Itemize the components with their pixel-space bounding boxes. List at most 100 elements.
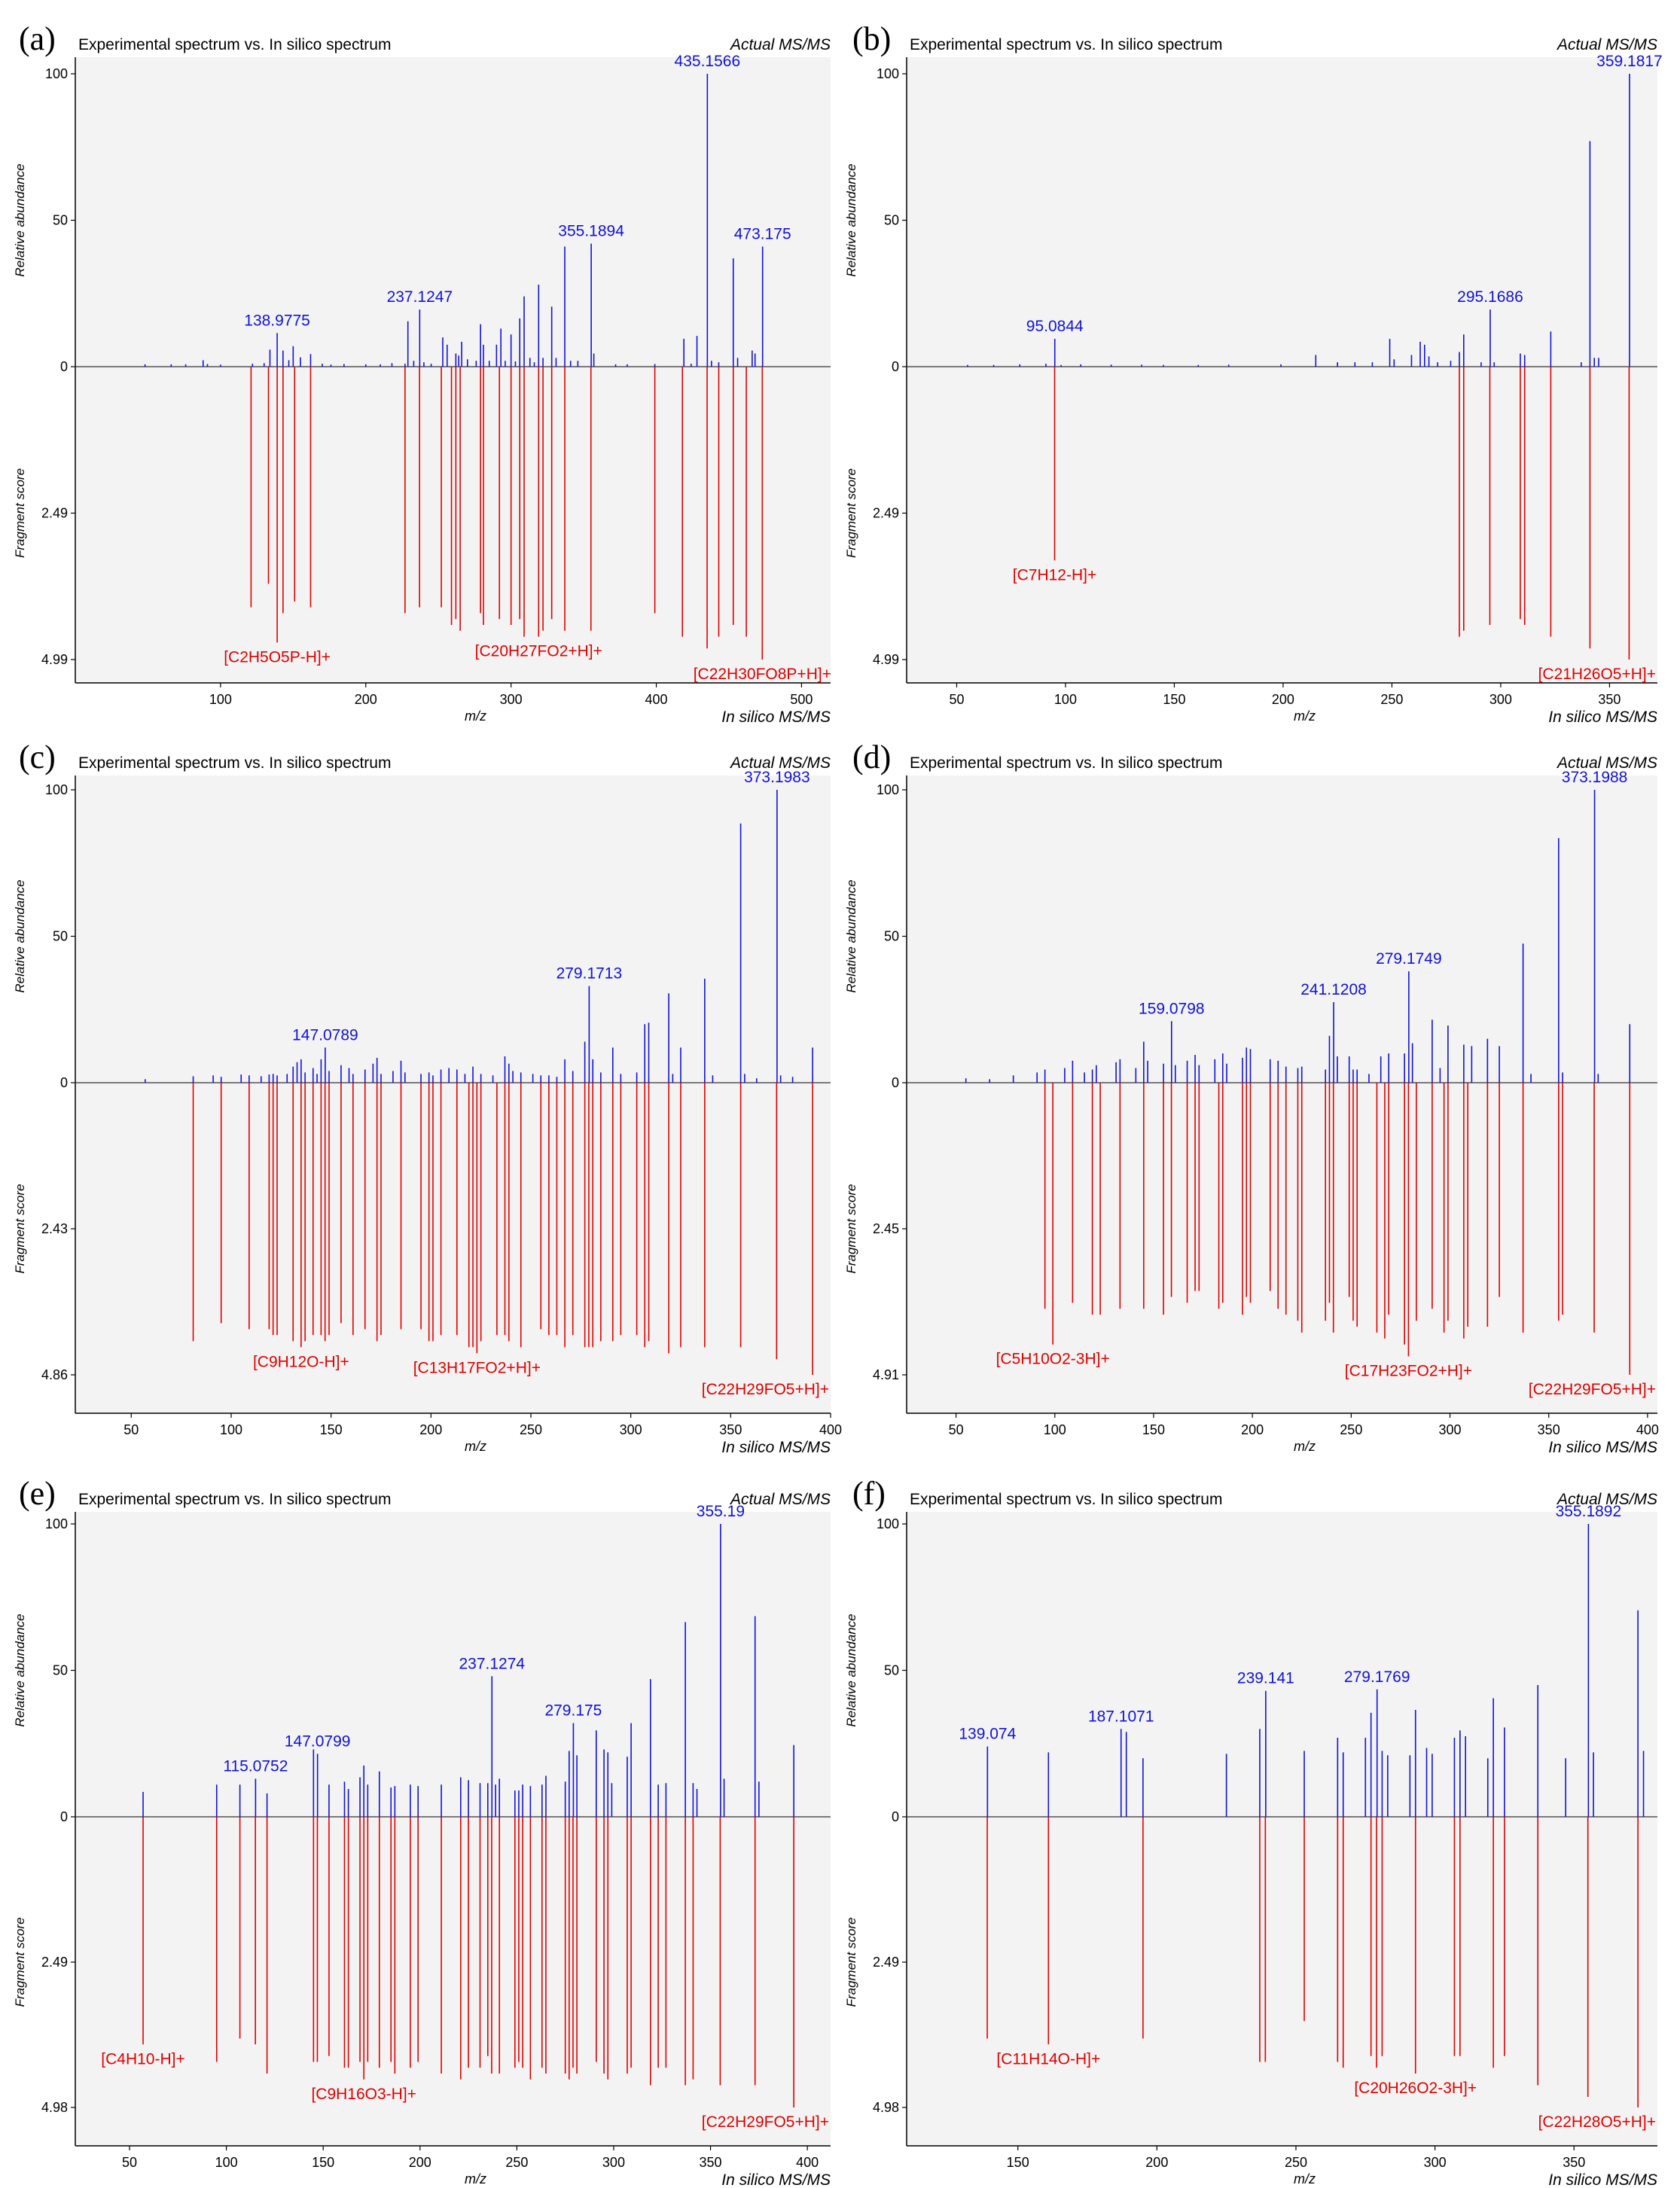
x-tick-label: 250 (505, 2155, 528, 2170)
y-axis-label-top: Relative abundance (844, 163, 858, 276)
y-tick-label: 0 (60, 1075, 68, 1090)
y-tick-label: 0 (60, 359, 68, 374)
y-tick-label: 2.49 (41, 1955, 68, 1970)
peak-mz-label: 359.1817 (1596, 53, 1663, 70)
fragment-formula-label: [C20H27FO2+H]+ (475, 643, 602, 660)
peak-mz-label: 279.1769 (1344, 1668, 1410, 1686)
fragment-formula-label: [C21H26O5+H]+ (1538, 666, 1656, 683)
y-tick-label: 2.49 (873, 1955, 899, 1970)
plot-area (75, 57, 831, 683)
x-tick-label: 300 (1489, 692, 1512, 707)
y-tick-label: 2.45 (873, 1221, 899, 1236)
y-axis-label-bottom: Fragment score (13, 468, 27, 558)
peak-mz-label: 473.175 (734, 226, 791, 243)
x-tick-label: 400 (1636, 1422, 1659, 1437)
fragment-formula-label: [C9H16O3-H]+ (311, 2086, 416, 2103)
y-tick-label: 4.86 (41, 1367, 68, 1382)
x-tick-label: 400 (645, 692, 668, 707)
peak-mz-label: 355.19 (697, 1503, 745, 1520)
actual-msms-label: Actual MS/MS (729, 36, 831, 53)
y-axis-label-bottom: Fragment score (13, 1917, 27, 2007)
x-tick-label: 50 (123, 1422, 139, 1437)
fragment-formula-label: [C22H30FO8P+H]+ (694, 666, 831, 683)
peak-mz-label: 355.1894 (558, 223, 624, 240)
fragment-formula-label: [C11H14O-H]+ (996, 2050, 1100, 2068)
x-tick-label: 350 (1598, 692, 1621, 707)
peak-mz-label: 237.1274 (459, 1655, 525, 1672)
peak-mz-label: 355.1892 (1556, 1503, 1622, 1520)
y-tick-label: 50 (53, 1663, 68, 1678)
peak-mz-label: 138.9775 (244, 312, 310, 329)
fragment-formula-label: [C5H10O2-3H]+ (996, 1351, 1110, 1368)
fragment-formula-label: [C9H12O-H]+ (253, 1353, 349, 1370)
x-tick-label: 100 (1044, 1422, 1066, 1437)
y-axis-label-bottom: Fragment score (844, 1917, 858, 2007)
x-tick-label: 100 (209, 692, 232, 707)
actual-msms-label: Actual MS/MS (1556, 36, 1657, 53)
panel-a: (a) Experimental spectrum vs. In silico s… (13, 20, 831, 726)
y-tick-label: 100 (877, 66, 899, 81)
x-axis-label: m/z (465, 709, 486, 724)
peak-mz-label: 241.1208 (1300, 981, 1367, 998)
x-tick-label: 250 (520, 1422, 542, 1437)
y-tick-label: 100 (45, 1516, 68, 1531)
x-tick-label: 500 (790, 692, 813, 707)
insilico-msms-label: In silico MS/MS (721, 2171, 831, 2188)
fragment-formula-label: [C2H5O5P-H]+ (224, 648, 331, 666)
peak-mz-label: 139.074 (959, 1726, 1016, 1743)
y-tick-label: 4.91 (873, 1367, 899, 1382)
insilico-msms-label: In silico MS/MS (721, 1439, 831, 1456)
panel-b: (b) Experimental spectrum vs. In silico s… (844, 20, 1663, 726)
plot-area (907, 1512, 1657, 2146)
panel-title: Experimental spectrum vs. In silico spec… (78, 36, 391, 53)
x-tick-label: 100 (1054, 692, 1077, 707)
insilico-msms-label: In silico MS/MS (721, 709, 831, 726)
y-tick-label: 50 (884, 929, 899, 944)
x-tick-label: 200 (355, 692, 377, 707)
panel-title: Experimental spectrum vs. In silico spec… (910, 754, 1222, 772)
y-tick-label: 50 (53, 929, 68, 944)
x-axis-label: m/z (465, 1439, 486, 1454)
x-tick-label: 200 (419, 1422, 442, 1437)
panel-title: Experimental spectrum vs. In silico spec… (910, 1491, 1222, 1508)
panel-e: (e) Experimental spectrum vs. In silico s… (13, 1475, 831, 2188)
x-tick-label: 200 (409, 2155, 431, 2170)
x-tick-label: 150 (1163, 692, 1185, 707)
x-axis-label: m/z (1294, 2171, 1316, 2186)
x-tick-label: 350 (1538, 1422, 1560, 1437)
x-tick-label: 400 (819, 1422, 842, 1437)
x-tick-label: 300 (1438, 1422, 1461, 1437)
y-tick-label: 50 (884, 213, 899, 228)
peak-mz-label: 279.175 (544, 1702, 602, 1720)
y-tick-label: 2.49 (873, 506, 899, 521)
x-tick-label: 250 (1340, 1422, 1362, 1437)
x-tick-label: 150 (320, 1422, 343, 1437)
y-axis-label-top: Relative abundance (13, 163, 27, 276)
actual-msms-label: Actual MS/MS (1556, 754, 1657, 772)
fragment-formula-label: [C22H29FO5+H]+ (702, 1381, 829, 1398)
y-axis-label-bottom: Fragment score (844, 468, 858, 558)
peak-mz-label: 373.1983 (744, 769, 810, 786)
y-tick-label: 4.99 (41, 652, 68, 667)
panel-f: (f) Experimental spectrum vs. In silico s… (844, 1475, 1657, 2188)
x-axis-label: m/z (465, 2171, 486, 2186)
fragment-formula-label: [C22H28O5+H]+ (1538, 2113, 1656, 2131)
y-tick-label: 0 (60, 1809, 68, 1824)
y-tick-label: 4.98 (873, 2100, 899, 2115)
panel-letter: (e) (19, 1475, 56, 1512)
x-tick-label: 400 (796, 2155, 819, 2170)
peak-mz-label: 237.1247 (387, 288, 453, 306)
peak-mz-label: 373.1988 (1562, 769, 1628, 786)
x-tick-label: 100 (215, 2155, 238, 2170)
y-axis-label-top: Relative abundance (844, 879, 858, 992)
panel-letter: (f) (852, 1475, 886, 1512)
y-axis-label-top: Relative abundance (13, 879, 27, 992)
y-tick-label: 100 (877, 1516, 899, 1531)
peak-mz-label: 239.141 (1237, 1670, 1294, 1687)
fragment-formula-label: [C7H12-H]+ (1013, 566, 1096, 584)
peak-mz-label: 279.1749 (1376, 950, 1442, 968)
peak-mz-label: 435.1566 (675, 53, 741, 70)
x-tick-label: 250 (1380, 692, 1403, 707)
y-tick-label: 4.99 (873, 652, 899, 667)
peak-mz-label: 295.1686 (1457, 288, 1523, 306)
